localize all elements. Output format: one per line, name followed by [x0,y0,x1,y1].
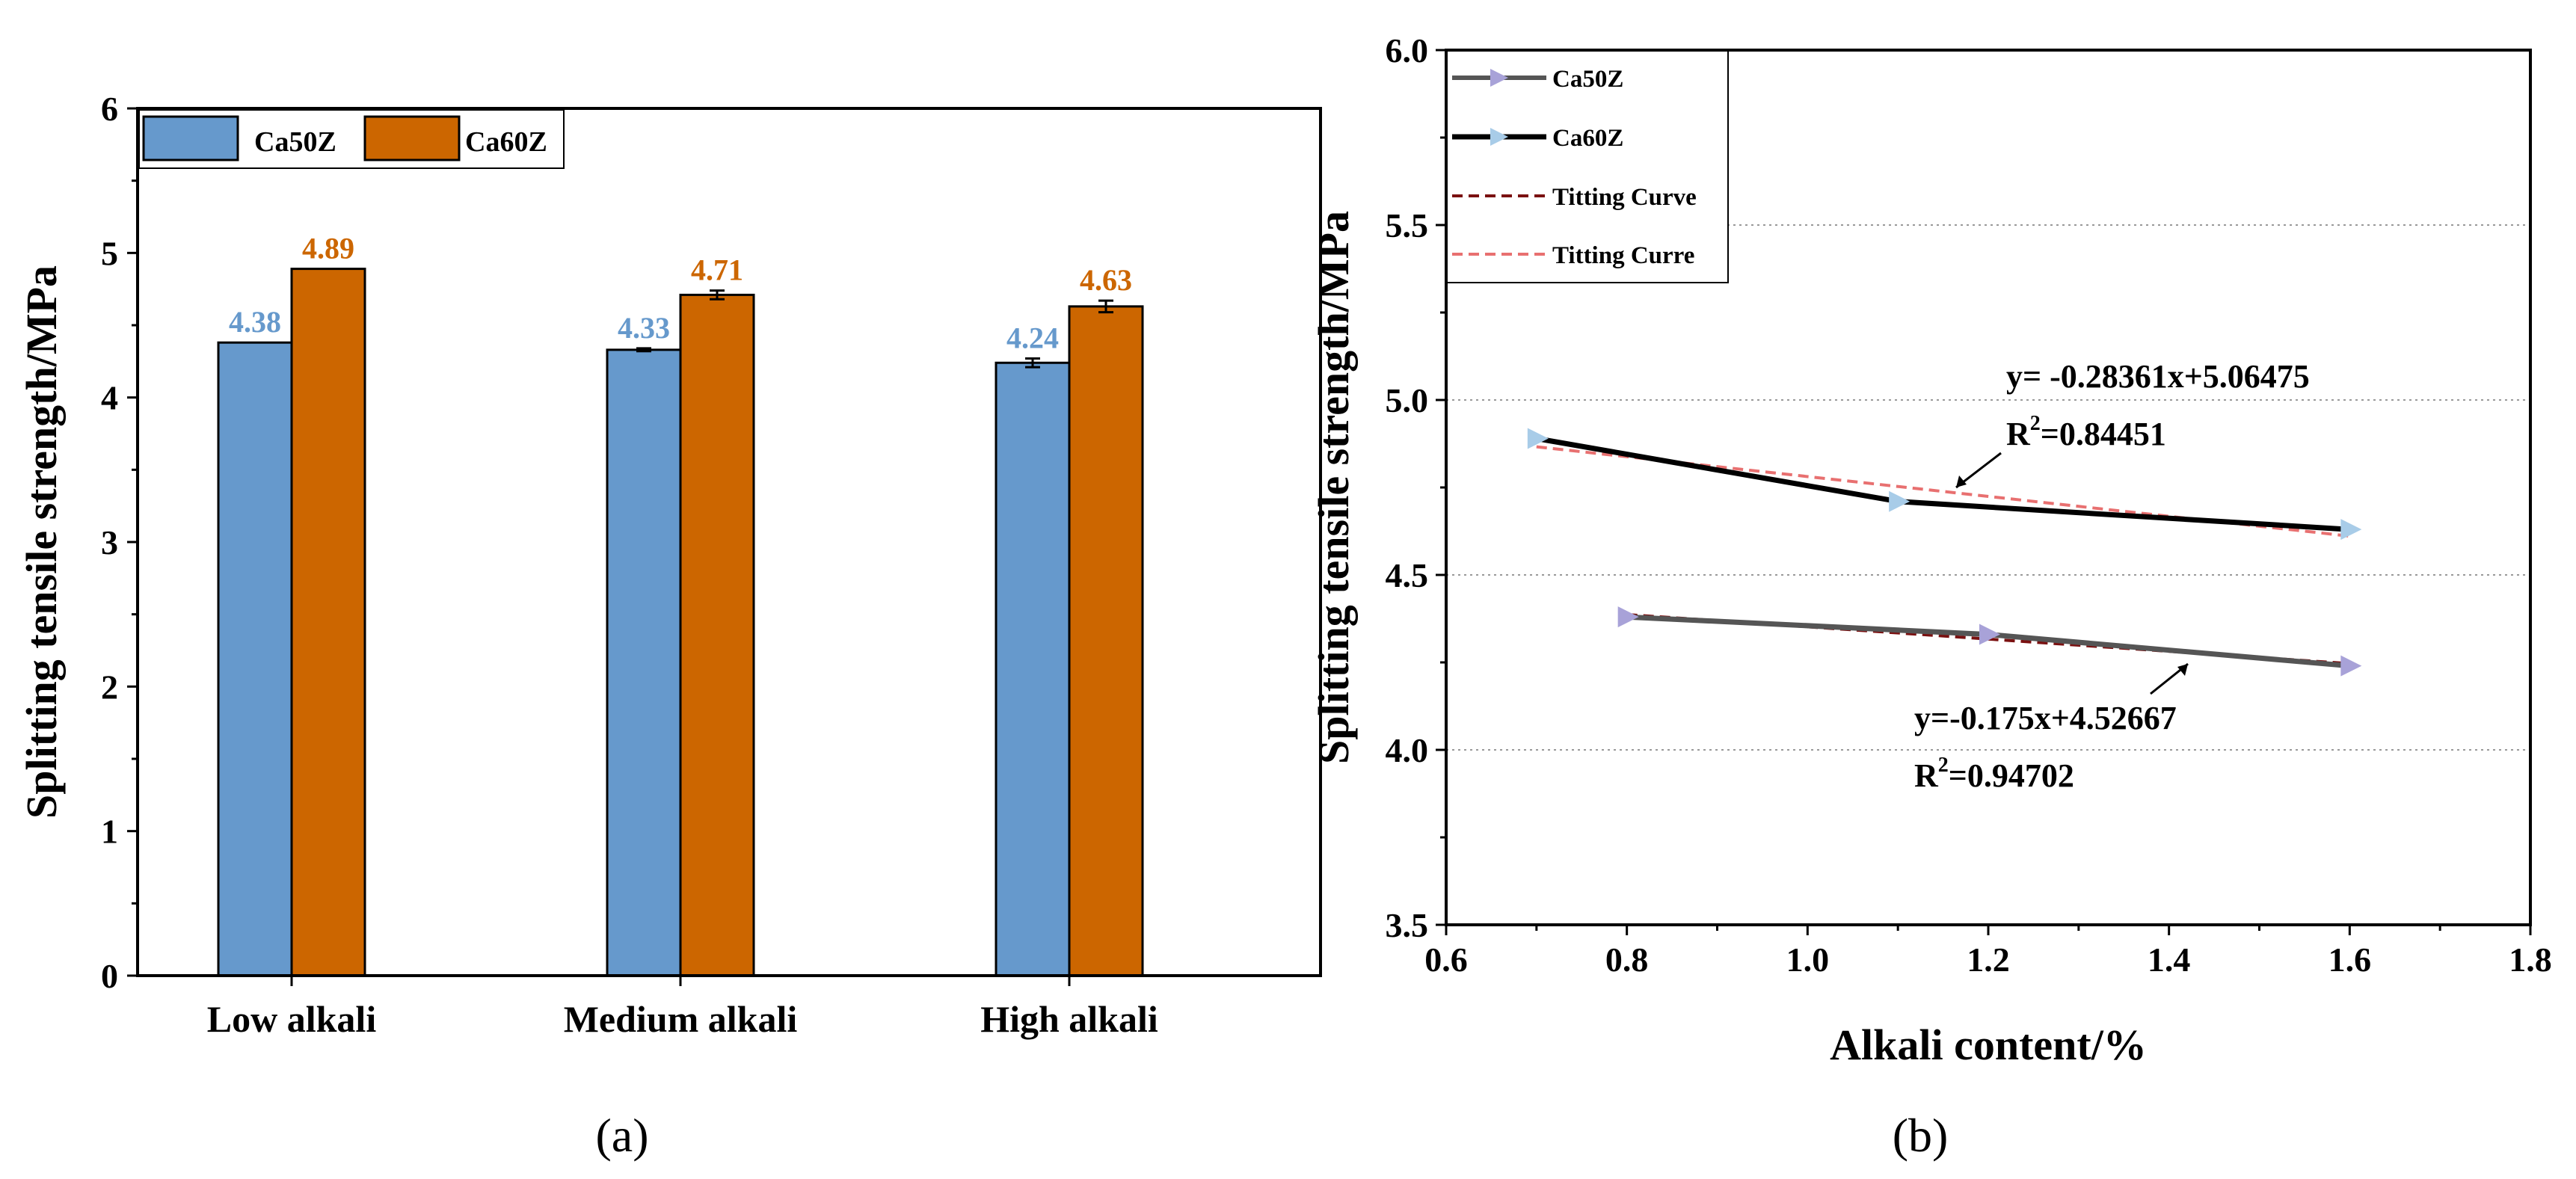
legend-swatch-ca60z [363,115,461,161]
annotation-arrowhead-ca60z [1956,475,1967,487]
x-tick-label-1.6: 1.6 [2328,941,2372,979]
value-label-ca50z-3: 4.24 [1006,321,1059,354]
panel-b-y-axis-title: Splitting tensile strength/MPa [1309,211,1358,764]
bar-ca50z-1 [217,341,293,977]
x-tick-label-1.8: 1.8 [2509,941,2552,979]
x-category-label: High alkali [980,998,1158,1040]
bar-ca50z-3 [995,361,1071,977]
bar-ca60z-3 [1068,305,1144,977]
series-line-ca60z [1536,436,2350,532]
value-label-ca60z-1: 4.89 [302,232,354,265]
value-label-ca50z-2: 4.33 [618,311,670,345]
panel-a-bars [217,268,1144,977]
legend-marker-ca50z [1490,69,1508,87]
panel-b-label: (b) [1893,1109,1949,1162]
equation-ca50z: y=-0.175x+4.52667 [1914,700,2177,736]
panel-b-legend-box [1446,50,1729,283]
y-tick-label-5: 5 [101,234,118,272]
panel-b-gridlines [1446,224,2530,751]
legend-label-ca50z: Ca50Z [1552,66,1623,93]
annotation-ca60z-fit: y= -0.28361x+5.06475 R2=0.84451 [1955,358,2310,489]
legend-label-ca50z: Ca50Z [254,126,336,158]
x-tick-label-0.6: 0.6 [1424,941,1468,979]
annotation-ca50z-fit: y=-0.175x+4.52667 R2=0.94702 [1914,662,2189,794]
x-tick-label-0.8: 0.8 [1605,941,1649,979]
y-tick-label-4.5: 4.5 [1386,556,1429,594]
x-tick-label-1.4: 1.4 [2148,941,2191,979]
y-tick-label-5.5: 5.5 [1386,206,1429,244]
panel-a-legend: Ca50Z Ca60Z [138,109,565,169]
bar-ca60z-1 [290,268,366,977]
marker-ca50z-2 [1979,624,2000,645]
panel-b-x-axis-title: Alkali content/% [1830,1021,2147,1069]
legend-label-ca60z: Ca60Z [465,126,547,158]
y-tick-label-0: 0 [101,957,118,995]
value-label-ca60z-3: 4.63 [1080,263,1132,297]
panel-a-x-categories: Low alkali Medium alkali High alkali [207,976,1158,1040]
legend-swatch-ca50z [142,115,239,161]
x-tick-label-1.2: 1.2 [1967,941,2010,979]
marker-ca60z-2 [1889,490,1911,512]
panel-b-x-ticks: 0.6 0.8 1.0 1.2 1.4 1.6 1.8 [1424,925,2552,979]
panel-a-y-axis-title: Splitting tensile strength/MPa [17,265,66,819]
x-tick-label-1.0: 1.0 [1786,941,1830,979]
x-category-label: Low alkali [207,998,377,1040]
legend-label-fit-2: Titting Curre [1552,242,1694,269]
series-line-ca50z [1626,614,2350,669]
panel-a-label: (a) [595,1109,648,1162]
x-category-label: Medium alkali [564,998,798,1040]
y-tick-label-3: 3 [101,523,118,561]
panel-b-legend: Ca50Z Ca60Z Titting Curve Titting Curre [1446,50,1729,283]
y-tick-label-6.0: 6.0 [1386,31,1429,70]
bar-ca60z-2 [679,293,755,977]
equation-ca60z: y= -0.28361x+5.06475 [2006,358,2310,395]
panel-b-markers [1527,428,2362,677]
legend-marker-ca60z [1490,128,1508,146]
legend-label-ca60z: Ca60Z [1552,125,1623,152]
y-tick-label-3.5: 3.5 [1386,906,1429,944]
value-label-ca60z-2: 4.71 [691,253,743,287]
panel-a-y-ticks: 0 1 2 3 4 5 6 [101,90,138,995]
y-tick-label-2: 2 [101,668,118,706]
panel-a-bar-chart: 4.38 4.33 4.24 4.89 4.71 4.63 0 1 2 3 4 5 6 Low alk… [17,90,1322,1162]
panel-b-series-lines [1536,436,2350,669]
marker-ca50z-1 [1617,606,1639,628]
value-label-ca50z-1: 4.38 [229,305,281,339]
panel-b-line-chart: 3.5 4.0 4.5 5.0 5.5 6.0 0.6 0.8 1.0 1.2 1.4 1.6 1.8… [1309,31,2552,1162]
y-tick-label-4.0: 4.0 [1386,731,1429,769]
y-tick-label-1: 1 [101,813,118,851]
panel-a-error-bars [636,289,1113,369]
marker-ca60z-1 [1527,428,1549,449]
y-tick-label-4: 4 [101,379,118,417]
y-tick-label-6: 6 [101,90,118,128]
r-squared-ca60z: R2=0.84451 [2006,412,2166,452]
y-tick-label-5.0: 5.0 [1386,381,1429,419]
panel-a-value-labels: 4.38 4.33 4.24 4.89 4.71 4.63 [229,232,1132,355]
panel-b-y-ticks: 3.5 4.0 4.5 5.0 5.5 6.0 [1386,31,1446,944]
marker-ca50z-3 [2340,655,2362,677]
marker-ca60z-3 [2340,519,2362,541]
legend-label-fit-1: Titting Curve [1552,184,1697,211]
r-squared-ca50z: R2=0.94702 [1914,754,2074,794]
annotation-arrowhead-ca50z [2177,664,2188,676]
bar-ca50z-2 [606,348,682,977]
